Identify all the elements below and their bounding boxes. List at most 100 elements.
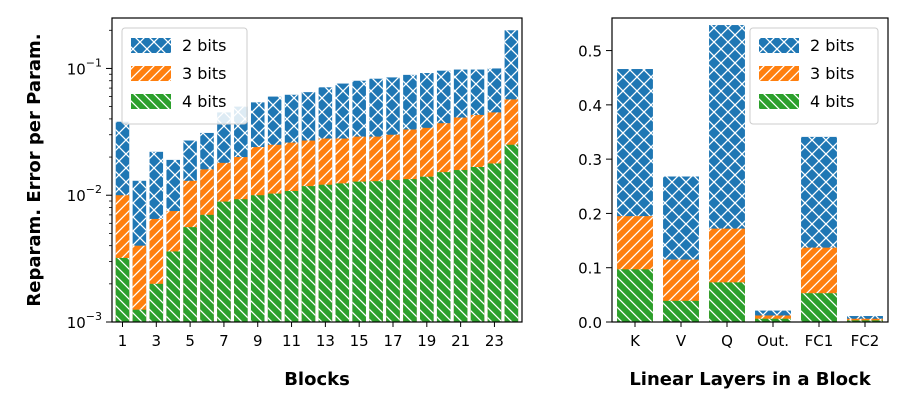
left-y-ticks: 10−3 10−2 10−1 bbox=[67, 29, 112, 332]
legend-patch-2bits bbox=[131, 38, 171, 53]
left-bar-block1-4bits bbox=[115, 257, 130, 322]
left-ytick-exponent: −1 bbox=[86, 56, 102, 69]
left-bar-block8-4bits bbox=[234, 199, 248, 322]
legend-patch-hatch bbox=[759, 38, 799, 53]
left-bar-block19-4bits-hatch bbox=[420, 176, 434, 322]
left-bar-block2-4bits-hatch bbox=[132, 309, 147, 322]
left-bar-block2-3bits bbox=[132, 245, 147, 322]
left-bar-block13-4bits bbox=[318, 184, 333, 322]
left-bar-block22-4bits-hatch bbox=[470, 166, 485, 322]
right-bar-K-4bits bbox=[617, 269, 653, 322]
right-xtick-label: V bbox=[676, 332, 687, 350]
legend-patch-3bits bbox=[759, 66, 799, 81]
right-axes-frame bbox=[611, 17, 889, 323]
left-bar-block11-4bits bbox=[284, 190, 299, 322]
left-bar-block5-4bits-hatch bbox=[183, 227, 197, 322]
left-xtick-label: 19 bbox=[417, 332, 436, 350]
right-bar-FC1-4bits-hatch bbox=[801, 293, 837, 322]
left-bar-block18-4bits bbox=[403, 179, 417, 322]
left-bar-block6-4bits bbox=[200, 214, 214, 322]
left-bar-block18-4bits-hatch bbox=[403, 179, 417, 322]
left-bar-block9-4bits bbox=[250, 195, 265, 322]
legend-label-2bits: 2 bits bbox=[182, 36, 226, 55]
right-ytick-label: 0.4 bbox=[578, 97, 602, 115]
legend-patch-4bits bbox=[759, 94, 799, 109]
right-ytick-label: 0.3 bbox=[578, 151, 602, 169]
left-ytick-label: 10−1 bbox=[67, 56, 102, 78]
left-bar-block7-4bits-hatch bbox=[217, 201, 231, 322]
legend-patch-hatch bbox=[759, 94, 799, 109]
left-bar-block9-4bits-hatch bbox=[250, 195, 265, 322]
left-legend: 2 bits 3 bits 4 bits bbox=[121, 27, 248, 125]
legend-patch-hatch bbox=[131, 38, 171, 53]
legend-patch-hatch bbox=[131, 66, 171, 81]
legend-label-4bits: 4 bits bbox=[182, 92, 226, 111]
left-xtick-label: 11 bbox=[282, 332, 301, 350]
left-bar-block23-4bits bbox=[487, 163, 502, 322]
left-bar-block20-4bits bbox=[436, 172, 451, 322]
right-ytick-label: 0.2 bbox=[578, 205, 602, 223]
right-bar-Q-4bits-hatch bbox=[709, 282, 745, 322]
right-bar-Q-4bits bbox=[709, 282, 745, 322]
right-y-ticks: 0.0 0.1 0.2 0.3 0.4 0.5 bbox=[578, 43, 612, 332]
left-bar-block24-4bits-hatch bbox=[504, 144, 519, 322]
legend-label-4bits: 4 bits bbox=[810, 92, 854, 111]
left-xtick-label: 13 bbox=[316, 332, 335, 350]
right-bar-K-4bits-hatch bbox=[617, 269, 653, 322]
left-bar-block11-4bits-hatch bbox=[284, 190, 299, 322]
right-panel: 0.0 0.1 0.2 0.3 0.4 0.5 K V Q Out. FC1 FC2 Linear … bbox=[578, 17, 889, 390]
left-ytick-label: 10−3 bbox=[67, 310, 102, 332]
right-ytick-label: 0.1 bbox=[578, 260, 602, 278]
left-bar-block14-4bits-hatch bbox=[335, 183, 350, 322]
left-xtick-label: 3 bbox=[152, 332, 162, 350]
left-bar-block3-4bits-hatch bbox=[149, 283, 164, 322]
right-xtick-label: FC2 bbox=[851, 332, 880, 350]
left-bar-block16-4bits bbox=[369, 181, 383, 322]
right-bar-Out-4bits-hatch bbox=[755, 318, 791, 322]
left-x-axis-label: Blocks bbox=[284, 369, 350, 390]
left-bar-block16-4bits-hatch bbox=[369, 181, 383, 322]
left-bar-block10-4bits-hatch bbox=[267, 193, 282, 322]
left-xtick-label: 1 bbox=[118, 332, 128, 350]
left-xtick-label: 5 bbox=[185, 332, 195, 350]
legend-label-3bits: 3 bits bbox=[810, 64, 854, 83]
left-y-axis-label: Reparam. Error per Param. bbox=[24, 33, 45, 306]
left-bar-block21-4bits bbox=[453, 170, 468, 322]
left-xtick-label: 23 bbox=[485, 332, 504, 350]
left-ytick-label: 10−2 bbox=[67, 183, 102, 205]
left-bar-block12-4bits bbox=[301, 186, 316, 322]
legend-label-3bits: 3 bits bbox=[182, 64, 226, 83]
legend-patch-hatch bbox=[131, 94, 171, 109]
left-bar-block21-4bits-hatch bbox=[453, 170, 468, 322]
left-bar-block8-4bits-hatch bbox=[234, 199, 248, 322]
left-bar-block15-4bits bbox=[352, 181, 366, 322]
left-bar-block13-4bits-hatch bbox=[318, 184, 333, 322]
right-bar-FC2-4bits bbox=[847, 320, 883, 322]
left-bar-block4-4bits-hatch bbox=[166, 251, 180, 322]
right-bar-V-4bits-hatch bbox=[663, 300, 699, 322]
left-xtick-label: 17 bbox=[383, 332, 402, 350]
left-bar-block20-4bits-hatch bbox=[436, 172, 451, 322]
right-xtick-label: K bbox=[630, 332, 641, 350]
left-bar-block19-4bits bbox=[420, 176, 434, 322]
left-bar-block23-4bits-hatch bbox=[487, 163, 502, 322]
legend-label-2bits: 2 bits bbox=[810, 36, 854, 55]
left-panel: 10−310−210−1 1 3 5 7 9 11 13 15 17 19 21 23 Reparam… bbox=[24, 17, 523, 390]
left-ytick-exponent: −2 bbox=[86, 183, 102, 196]
legend-patch-3bits bbox=[131, 66, 171, 81]
legend-patch-4bits bbox=[131, 94, 171, 109]
right-xtick-label: Out. bbox=[757, 332, 789, 350]
right-bar-FC1-4bits bbox=[801, 293, 837, 322]
left-xtick-label: 9 bbox=[253, 332, 263, 350]
right-bars bbox=[617, 25, 883, 323]
left-bar-block1-4bits-hatch bbox=[115, 257, 130, 322]
right-x-ticks: K V Q Out. FC1 FC2 bbox=[630, 322, 879, 350]
left-bar-block6-4bits-hatch bbox=[200, 214, 214, 322]
left-bar-block3-4bits bbox=[149, 283, 164, 322]
left-bar-block22-4bits bbox=[470, 166, 485, 322]
left-bar-block12-4bits-hatch bbox=[301, 186, 316, 322]
left-bar-block10-4bits bbox=[267, 193, 282, 322]
left-axes-frame bbox=[111, 17, 523, 323]
left-bar-block24-4bits bbox=[504, 144, 519, 322]
